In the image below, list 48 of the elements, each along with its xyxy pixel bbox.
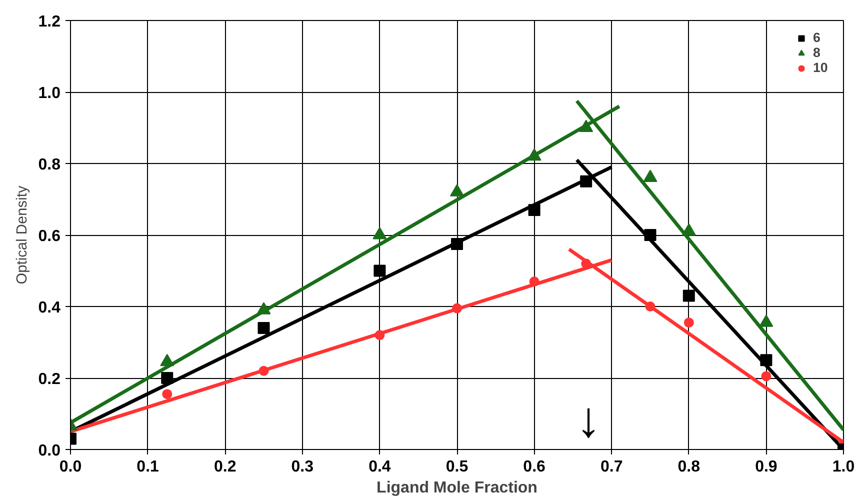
point bbox=[527, 148, 542, 161]
point bbox=[529, 276, 540, 286]
x-tick-label: 0.9 bbox=[755, 458, 778, 476]
x-tick-label: 0.2 bbox=[214, 458, 236, 476]
point bbox=[374, 264, 386, 277]
x-tick-label: 0.4 bbox=[368, 458, 391, 476]
point bbox=[643, 170, 658, 182]
point bbox=[451, 238, 463, 250]
y-tick-label: 0.0 bbox=[38, 442, 61, 460]
legend-label: 10 bbox=[813, 60, 829, 75]
x-tick-label: 0.8 bbox=[678, 458, 700, 476]
point bbox=[374, 330, 385, 340]
point bbox=[581, 258, 592, 269]
point bbox=[162, 389, 172, 400]
point bbox=[580, 175, 592, 188]
point bbox=[682, 290, 695, 302]
point bbox=[645, 302, 656, 312]
y-tick-label: 0.8 bbox=[38, 156, 61, 174]
point bbox=[682, 223, 696, 236]
point bbox=[258, 322, 270, 334]
y-tick-label: 1.2 bbox=[38, 14, 61, 30]
y-tick-label: 1.0 bbox=[38, 85, 61, 102]
annotation: ↓ bbox=[576, 392, 601, 448]
x-tick-label: 0.0 bbox=[59, 458, 82, 476]
point bbox=[452, 303, 462, 314]
y-tick-label: 0.6 bbox=[38, 228, 61, 245]
point bbox=[684, 318, 694, 328]
y-axis-title: Optical Density bbox=[14, 185, 30, 284]
point bbox=[450, 184, 464, 196]
point bbox=[258, 366, 269, 376]
point bbox=[761, 371, 772, 382]
x-tick-label: 0.3 bbox=[291, 458, 314, 476]
x-tick-label: 0.6 bbox=[523, 458, 546, 476]
point bbox=[644, 229, 656, 241]
x-axis-title: Ligand Mole Fraction bbox=[376, 480, 538, 496]
point bbox=[579, 120, 594, 132]
y-tick-label: 0.4 bbox=[38, 300, 61, 316]
point bbox=[528, 204, 540, 216]
legend-label: 6 bbox=[813, 30, 822, 45]
point bbox=[161, 372, 174, 384]
y-tick-label: 0.2 bbox=[38, 371, 61, 388]
x-tick-label: 0.1 bbox=[136, 458, 160, 476]
point bbox=[372, 226, 387, 240]
x-tick-label: 1.0 bbox=[832, 458, 855, 476]
x-tick-label: 0.5 bbox=[446, 458, 468, 476]
legend-label: 8 bbox=[813, 45, 822, 60]
point bbox=[760, 354, 772, 366]
x-tick-label: 0.7 bbox=[600, 458, 623, 476]
